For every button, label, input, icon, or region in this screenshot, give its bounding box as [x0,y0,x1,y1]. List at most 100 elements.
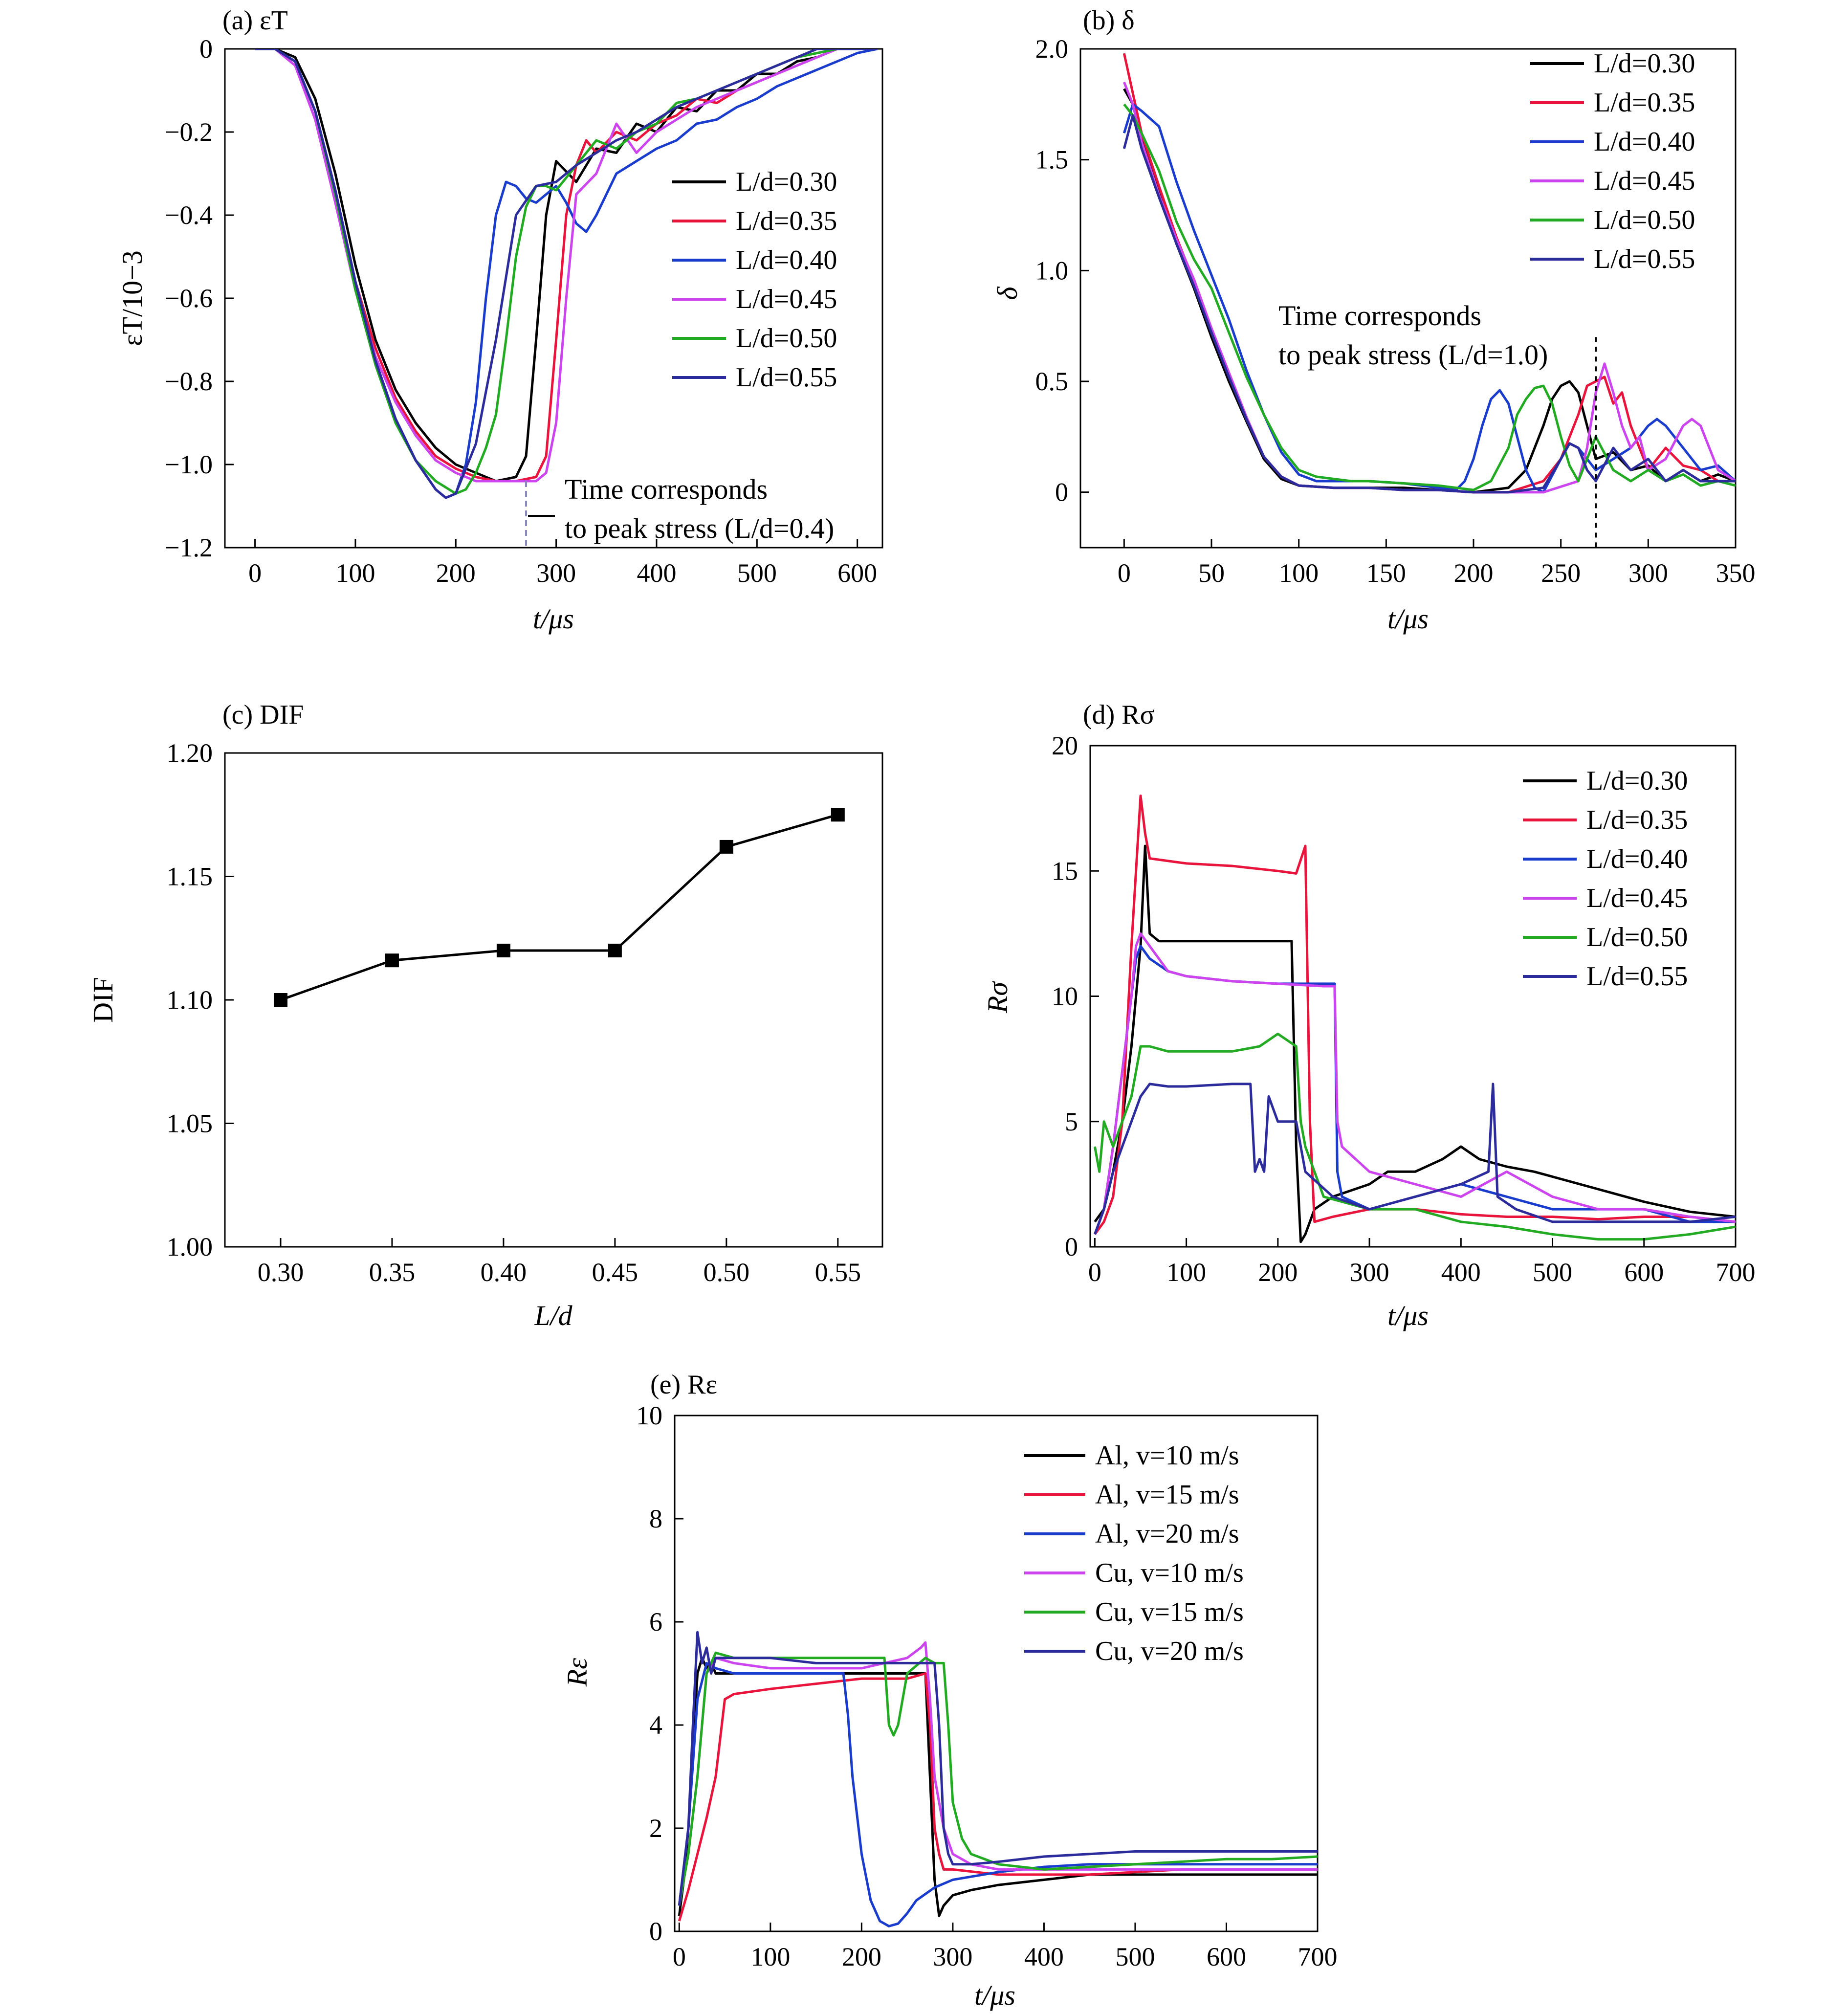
x-tick-label-b-4: 200 [1454,558,1494,588]
y-ticks-b: 0 0.5 1.0 1.5 2.0 [1035,34,1089,507]
series-line-d-3 [1094,932,1736,1235]
legend-label-a-3: L/d=0.45 [736,284,837,314]
data-point-c-3 [608,944,622,957]
plot-frame-e [674,1415,1319,1932]
legend-label-b-5: L/d=0.55 [1594,244,1695,274]
y-axis-label-d: Rσ [982,981,1013,1014]
legend-label-a-5: L/d=0.55 [736,362,837,393]
x-axis-label-b: t/μs [1387,603,1429,635]
x-tick-label-d-7: 700 [1716,1258,1756,1287]
series-line-e-2 [678,1661,1318,1927]
series-line-c-0 [280,813,838,1001]
y-tick-label-b-0: 0 [1055,478,1068,507]
x-tick-label-d-4: 400 [1441,1258,1481,1287]
series-line-e-4 [678,1651,1318,1906]
data-point-c-0 [273,993,287,1007]
y-tick-label-d-3: 15 [1052,856,1078,885]
x-tick-label-b-5: 250 [1541,558,1581,588]
series-line-e-5 [678,1631,1318,1906]
y-tick-label-c-1: 1.05 [167,1109,213,1138]
x-tick-label-e-3: 300 [933,1942,972,1971]
legend-label-b-3: L/d=0.45 [1594,166,1695,196]
panel-title-c: (c) DIF [222,700,304,730]
x-tick-label-a-2: 200 [436,558,476,588]
y-ticks-e: 0 2 4 6 8 10 [636,1401,683,1946]
series-lines-e [678,1631,1318,1927]
panel-e: 0 100 200 300 400 500 600 700 0 2 4 6 8 10 (e) Rε t/… [561,1370,1338,2011]
series-line-d-5 [1094,1083,1736,1235]
y-axis-label-a: εT/10−3 [116,250,148,346]
legend-label-d-4: L/d=0.50 [1586,922,1688,952]
panel-title-d: (d) Rσ [1083,700,1155,730]
legend-label-b-1: L/d=0.35 [1594,88,1695,118]
series-line-b-5 [1122,114,1736,494]
data-point-c-5 [831,808,845,822]
legend-label-d-2: L/d=0.40 [1586,844,1688,874]
y-tick-label-a-6: −1.2 [165,533,213,562]
x-tick-label-b-2: 100 [1279,558,1319,588]
x-tick-label-b-6: 300 [1628,558,1668,588]
x-tick-label-e-7: 700 [1298,1942,1338,1971]
panel-c: 0.30 0.35 0.40 0.45 0.50 0.55 1.00 1.05 1.10 1.1… [87,700,883,1331]
panel-title-a: (a) εT [222,5,288,36]
annotation-text-b-line1: Time corresponds [1278,300,1481,332]
legend-label-e-1: Al, v=15 m/s [1095,1480,1239,1510]
x-axis-label-e: t/μs [974,1979,1015,2011]
y-tick-label-e-4: 8 [649,1504,662,1533]
legend-d: L/d=0.30 L/d=0.35 L/d=0.40 L/d=0.45 L/d=0.50… [1523,766,1688,992]
y-tick-label-d-0: 0 [1065,1232,1078,1262]
legend-label-d-3: L/d=0.45 [1586,883,1688,913]
x-tick-label-d-1: 100 [1166,1258,1206,1287]
plot-frame-b [1079,48,1737,549]
legend-label-a-1: L/d=0.35 [736,206,837,236]
y-tick-label-e-2: 4 [649,1710,662,1740]
legend-a: L/d=0.30 L/d=0.35 L/d=0.40 L/d=0.45 L/d=0.50… [672,167,837,393]
y-tick-label-b-1: 0.5 [1035,367,1069,396]
x-tick-label-a-3: 300 [536,558,576,588]
y-tick-label-a-0: 0 [199,34,213,64]
x-tick-label-c-3: 0.45 [592,1258,638,1287]
x-axis-label-c: L/d [534,1300,572,1331]
legend-label-d-0: L/d=0.30 [1586,766,1688,796]
x-tick-label-b-3: 150 [1366,558,1406,588]
y-tick-label-e-0: 0 [649,1917,662,1946]
x-tick-label-c-0: 0.30 [258,1258,304,1287]
x-tick-label-c-4: 0.50 [704,1258,750,1287]
legend-label-e-4: Cu, v=15 m/s [1095,1597,1244,1627]
y-tick-label-c-0: 1.00 [167,1232,213,1262]
x-tick-label-c-2: 0.40 [481,1258,527,1287]
data-point-c-2 [496,944,510,957]
x-tick-label-a-4: 400 [637,558,676,588]
y-tick-label-d-4: 20 [1052,731,1078,760]
x-tick-label-e-1: 100 [750,1942,790,1971]
x-tick-label-d-2: 200 [1258,1258,1298,1287]
plot-frame-c [224,752,883,1248]
series-line-b-4 [1123,103,1736,491]
y-ticks-d: 0 5 10 15 20 [1052,731,1099,1262]
x-ticks-c: 0.30 0.35 0.40 0.45 0.50 0.55 [258,1238,861,1287]
x-ticks-b: 0 50 100 150 200 250 300 350 [1118,539,1756,588]
legend-label-e-0: Al, v=10 m/s [1095,1440,1239,1471]
x-tick-label-c-1: 0.35 [369,1258,416,1287]
panel-d: 0 100 200 300 400 500 600 700 0 5 10 15 20 (d) Rσ t… [982,700,1756,1331]
y-ticks-a: 0 −0.2 −0.4 −0.6 −0.8 −1.0 −1.2 [165,34,234,562]
panel-b: 0 50 100 150 200 250 300 350 0 0.5 1.0 1.5 2.0 (b) … [991,5,1756,635]
x-axis-label-d: t/μs [1387,1300,1429,1331]
series-lines-a [255,49,878,499]
y-tick-label-a-3: −0.6 [165,284,213,313]
y-axis-label-e: Rε [561,1658,593,1687]
x-tick-label-c-5: 0.55 [815,1258,861,1287]
x-tick-label-d-6: 600 [1624,1258,1664,1287]
legend-e: Al, v=10 m/s Al, v=15 m/s Al, v=20 m/s Cu, … [1024,1440,1244,1666]
y-tick-label-c-2: 1.10 [167,985,213,1015]
legend-label-d-5: L/d=0.55 [1586,961,1688,992]
y-tick-label-a-4: −0.8 [165,367,213,396]
x-tick-label-b-7: 350 [1716,558,1756,588]
series-line-d-1 [1094,795,1736,1235]
x-tick-label-e-6: 600 [1207,1942,1246,1971]
legend-label-a-4: L/d=0.50 [736,323,837,354]
x-tick-label-e-2: 200 [842,1942,881,1971]
y-axis-label-c: DIF [87,977,119,1022]
panel-title-e: (e) Rε [650,1370,717,1400]
